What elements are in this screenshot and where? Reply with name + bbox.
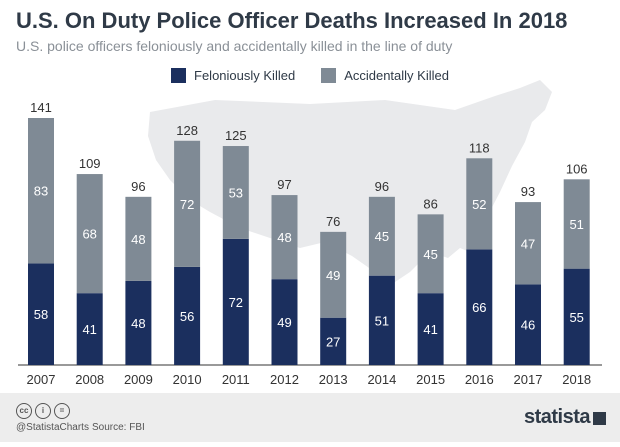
bar-feloniously-2012 bbox=[271, 279, 298, 365]
value-label-feloniously-2016: 66 bbox=[472, 300, 486, 315]
total-label-2007: 141 bbox=[30, 100, 52, 115]
value-label-accidentally-2013: 49 bbox=[326, 268, 340, 283]
x-tick-label-2007: 2007 bbox=[27, 372, 56, 387]
bar-feloniously-2008 bbox=[76, 293, 103, 365]
bar-feloniously-2010 bbox=[174, 266, 201, 365]
total-label-2013: 76 bbox=[326, 214, 340, 229]
bar-feloniously-2017 bbox=[515, 284, 541, 365]
total-label-2015: 86 bbox=[423, 196, 437, 211]
bar-feloniously-2007 bbox=[28, 263, 54, 365]
value-label-accidentally-2008: 68 bbox=[82, 227, 96, 242]
value-label-accidentally-2010: 72 bbox=[180, 197, 194, 212]
legend-label-accidentally: Accidentally Killed bbox=[344, 68, 449, 83]
legend-label-feloniously: Feloniously Killed bbox=[194, 68, 296, 83]
total-label-2010: 128 bbox=[176, 123, 198, 138]
chart-legend: Feloniously Killed Accidentally Killed bbox=[0, 68, 620, 83]
bar-accidentally-2007 bbox=[28, 118, 54, 264]
legend-swatch-accidentally bbox=[321, 68, 337, 83]
bar-accidentally-2008 bbox=[76, 174, 103, 294]
page-subtitle: U.S. police officers feloniously and acc… bbox=[16, 38, 453, 54]
total-label-2018: 106 bbox=[566, 161, 588, 176]
value-label-accidentally-2017: 47 bbox=[521, 236, 535, 251]
bar-accidentally-2017 bbox=[515, 202, 541, 285]
legend-swatch-feloniously bbox=[171, 68, 187, 83]
bar-feloniously-2009 bbox=[125, 280, 152, 365]
x-tick-label-2017: 2017 bbox=[514, 372, 543, 387]
nd-icon: = bbox=[54, 403, 70, 419]
x-tick-label-2010: 2010 bbox=[173, 372, 202, 387]
bar-accidentally-2012 bbox=[271, 195, 298, 280]
value-label-feloniously-2013: 27 bbox=[326, 334, 340, 349]
bar-accidentally-2009 bbox=[125, 196, 152, 281]
x-tick-label-2011: 2011 bbox=[222, 372, 250, 387]
bar-accidentally-2011 bbox=[222, 146, 249, 239]
source-note: Source: FBI bbox=[92, 422, 145, 433]
value-label-accidentally-2014: 45 bbox=[375, 229, 389, 244]
bar-feloniously-2016 bbox=[466, 249, 493, 365]
value-label-feloniously-2017: 46 bbox=[521, 318, 535, 333]
bar-feloniously-2011 bbox=[222, 238, 249, 365]
cc-icon: cc bbox=[16, 403, 32, 419]
license-icons: cc i = bbox=[16, 403, 70, 419]
total-label-2016: 118 bbox=[469, 140, 490, 155]
bar-accidentally-2014 bbox=[368, 196, 395, 276]
footer: cc i = @StatistaCharts Source: FBI stati… bbox=[0, 393, 620, 442]
x-tick-label-2018: 2018 bbox=[562, 372, 591, 387]
value-label-feloniously-2008: 41 bbox=[82, 322, 96, 337]
value-label-accidentally-2012: 48 bbox=[277, 230, 291, 245]
us-map-silhouette bbox=[148, 80, 552, 284]
total-label-2011: 125 bbox=[225, 128, 247, 143]
bar-feloniously-2013 bbox=[320, 317, 347, 365]
bar-feloniously-2015 bbox=[417, 293, 444, 365]
bar-accidentally-2018 bbox=[563, 179, 590, 269]
x-tick-label-2014: 2014 bbox=[367, 372, 396, 387]
value-label-accidentally-2015: 45 bbox=[423, 247, 437, 262]
bar-accidentally-2015 bbox=[417, 214, 444, 294]
bar-accidentally-2016 bbox=[466, 158, 493, 250]
bar-feloniously-2018 bbox=[563, 268, 590, 365]
bar-accidentally-2013 bbox=[320, 231, 347, 318]
value-label-accidentally-2011: 53 bbox=[229, 185, 243, 200]
value-label-accidentally-2009: 48 bbox=[131, 232, 145, 247]
bar-feloniously-2014 bbox=[368, 275, 395, 365]
by-icon: i bbox=[35, 403, 51, 419]
value-label-feloniously-2012: 49 bbox=[277, 315, 291, 330]
value-label-feloniously-2014: 51 bbox=[375, 313, 389, 328]
x-tick-label-2009: 2009 bbox=[124, 372, 153, 387]
value-label-feloniously-2018: 55 bbox=[569, 310, 583, 325]
legend-item-accidentally: Accidentally Killed bbox=[321, 68, 449, 83]
legend-item-feloniously: Feloniously Killed bbox=[171, 68, 295, 83]
total-label-2017: 93 bbox=[521, 184, 535, 199]
total-label-2012: 97 bbox=[277, 177, 291, 192]
total-label-2014: 96 bbox=[375, 179, 389, 194]
x-tick-label-2012: 2012 bbox=[270, 372, 299, 387]
value-label-accidentally-2007: 83 bbox=[34, 184, 48, 199]
x-tick-label-2015: 2015 bbox=[416, 372, 445, 387]
value-label-accidentally-2016: 52 bbox=[472, 197, 486, 212]
value-label-accidentally-2018: 51 bbox=[569, 217, 583, 232]
value-label-feloniously-2009: 48 bbox=[131, 316, 145, 331]
value-label-feloniously-2007: 58 bbox=[34, 307, 48, 322]
value-label-feloniously-2010: 56 bbox=[180, 309, 194, 324]
statista-logo-mark bbox=[593, 412, 606, 425]
x-tick-label-2008: 2008 bbox=[75, 372, 104, 387]
total-label-2008: 109 bbox=[79, 156, 101, 171]
x-tick-label-2013: 2013 bbox=[319, 372, 348, 387]
page-title: U.S. On Duty Police Officer Deaths Incre… bbox=[16, 8, 568, 33]
bar-accidentally-2010 bbox=[174, 140, 201, 267]
total-label-2009: 96 bbox=[131, 179, 145, 194]
value-label-feloniously-2015: 41 bbox=[423, 322, 437, 337]
statista-logo[interactable]: statista bbox=[523, 406, 591, 428]
value-label-feloniously-2011: 72 bbox=[229, 295, 243, 310]
x-tick-label-2016: 2016 bbox=[465, 372, 494, 387]
twitter-handle[interactable]: @StatistaCharts bbox=[16, 422, 89, 433]
